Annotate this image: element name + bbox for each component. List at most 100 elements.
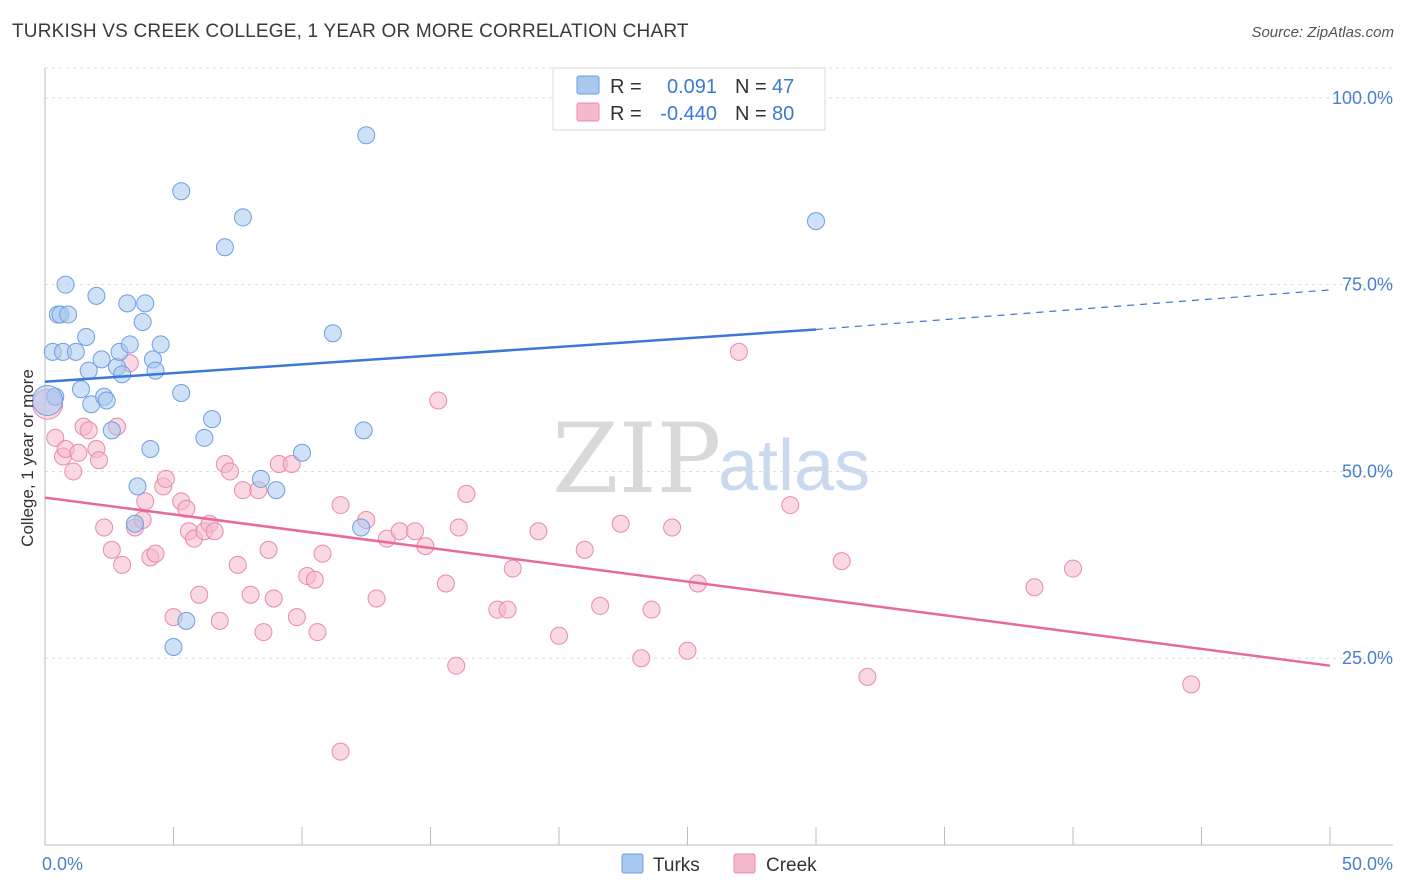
creek-point-4 xyxy=(64,462,83,481)
legend-n-label-creek: N = xyxy=(735,103,767,125)
creek-point-21 xyxy=(156,469,175,488)
source-attribution: Source: ZipAtlas.com xyxy=(1251,24,1394,41)
creek-point-74 xyxy=(729,342,748,361)
y-tick-label-2: 75.0% xyxy=(1342,275,1393,295)
turks-point-35 xyxy=(203,410,222,429)
legend-swatch-turks xyxy=(576,75,600,95)
creek-point-80 xyxy=(1182,675,1201,694)
creek-point-9 xyxy=(89,451,108,470)
watermark-zip: ZIP xyxy=(552,403,721,515)
creek-point-65 xyxy=(550,626,568,645)
turks-point-6 xyxy=(59,305,78,324)
creek-point-13 xyxy=(113,555,132,574)
creek-point-58 xyxy=(447,656,466,675)
turks-point-23 xyxy=(128,477,147,496)
creek-point-54 xyxy=(406,522,425,541)
turks-point-45 xyxy=(807,212,825,231)
turks-point-34 xyxy=(195,428,214,447)
watermark-atlas: atlas xyxy=(718,426,870,506)
turks-point-28 xyxy=(146,361,165,380)
creek-point-39 xyxy=(259,540,278,559)
creek-point-51 xyxy=(367,589,386,608)
creek-point-72 xyxy=(678,641,697,660)
creek-point-33 xyxy=(221,462,240,481)
turks-point-9 xyxy=(77,327,96,346)
turks-point-19 xyxy=(113,365,132,384)
creek-point-19 xyxy=(146,544,165,563)
series-legend: Turks Creek xyxy=(621,853,817,876)
creek-point-1 xyxy=(46,428,65,447)
turks-point-36 xyxy=(215,238,234,257)
turks-point-41 xyxy=(323,324,342,343)
creek-point-66 xyxy=(575,540,594,559)
creek-point-57 xyxy=(436,574,455,593)
creek-point-45 xyxy=(305,570,324,589)
turks-point-20 xyxy=(120,335,139,354)
creek-point-75 xyxy=(781,496,800,515)
creek-point-76 xyxy=(832,552,851,571)
turks-point-22 xyxy=(125,514,144,533)
turks-trend-extension xyxy=(815,289,1331,331)
turks-point-12 xyxy=(87,286,106,305)
creek-point-71 xyxy=(663,518,682,537)
creek-point-56 xyxy=(429,391,448,410)
turks-points xyxy=(32,126,825,657)
turks-point-7 xyxy=(66,342,85,361)
creek-point-40 xyxy=(264,589,283,608)
series-legend-swatch-turks xyxy=(621,853,644,874)
legend-r-value-creek: -0.440 xyxy=(660,103,717,125)
creek-points xyxy=(32,342,1201,761)
turks-point-15 xyxy=(97,391,116,410)
turks-point-30 xyxy=(172,383,191,402)
creek-point-17 xyxy=(136,492,155,511)
legend-n-value-creek: 80 xyxy=(772,103,794,125)
creek-point-34 xyxy=(228,555,247,574)
legend-n-label-turks: N = xyxy=(735,76,767,98)
x-tick-label-1: 50.0% xyxy=(1342,854,1393,874)
turks-point-25 xyxy=(136,294,155,313)
y-axis-label: College, 1 year or more xyxy=(18,369,37,547)
turks-point-46 xyxy=(32,384,64,416)
creek-point-36 xyxy=(241,585,260,604)
turks-point-29 xyxy=(151,335,170,354)
legend-r-value-turks: 0.091 xyxy=(667,76,717,98)
legend-n-value-turks: 47 xyxy=(772,76,794,98)
creek-point-38 xyxy=(254,623,273,642)
creek-point-35 xyxy=(233,481,252,500)
creek-point-78 xyxy=(1025,578,1044,597)
legend-r-label-turks: R = xyxy=(610,76,642,98)
turks-point-43 xyxy=(354,421,373,440)
creek-point-47 xyxy=(313,544,332,563)
turks-trend-line xyxy=(44,328,817,384)
legend-swatch-creek xyxy=(576,102,600,122)
creek-point-60 xyxy=(457,484,476,503)
creek-point-77 xyxy=(858,667,877,686)
creek-point-31 xyxy=(210,611,229,630)
creek-point-42 xyxy=(282,454,301,473)
series-legend-label-turks: Turks xyxy=(653,855,700,876)
series-legend-label-creek: Creek xyxy=(766,855,817,876)
turks-point-5 xyxy=(56,275,75,294)
creek-point-49 xyxy=(331,742,350,761)
creek-point-5 xyxy=(69,443,88,462)
turks-point-21 xyxy=(118,294,137,313)
turks-point-16 xyxy=(102,421,121,440)
chart-title: TURKISH VS CREEK COLLEGE, 1 YEAR OR MORE… xyxy=(12,21,689,42)
turks-point-24 xyxy=(133,313,152,332)
turks-point-31 xyxy=(172,182,191,201)
creek-point-48 xyxy=(331,496,350,515)
trend-lines xyxy=(44,289,1331,667)
turks-point-44 xyxy=(357,126,376,145)
creek-point-64 xyxy=(529,522,548,541)
tick-labels: 25.0% 50.0% 75.0% 100.0% 0.0% 50.0% xyxy=(42,88,1393,874)
turks-point-37 xyxy=(233,208,252,227)
y-tick-label-1: 50.0% xyxy=(1342,461,1393,481)
axes xyxy=(44,68,1393,846)
turks-point-42 xyxy=(352,518,371,537)
creek-point-27 xyxy=(190,585,209,604)
turks-point-32 xyxy=(164,638,183,657)
turks-point-40 xyxy=(293,443,311,462)
correlation-legend: R = 0.091 N = 47 R = -0.440 N = 80 xyxy=(552,67,826,131)
x-tick-label-0: 0.0% xyxy=(42,854,83,874)
